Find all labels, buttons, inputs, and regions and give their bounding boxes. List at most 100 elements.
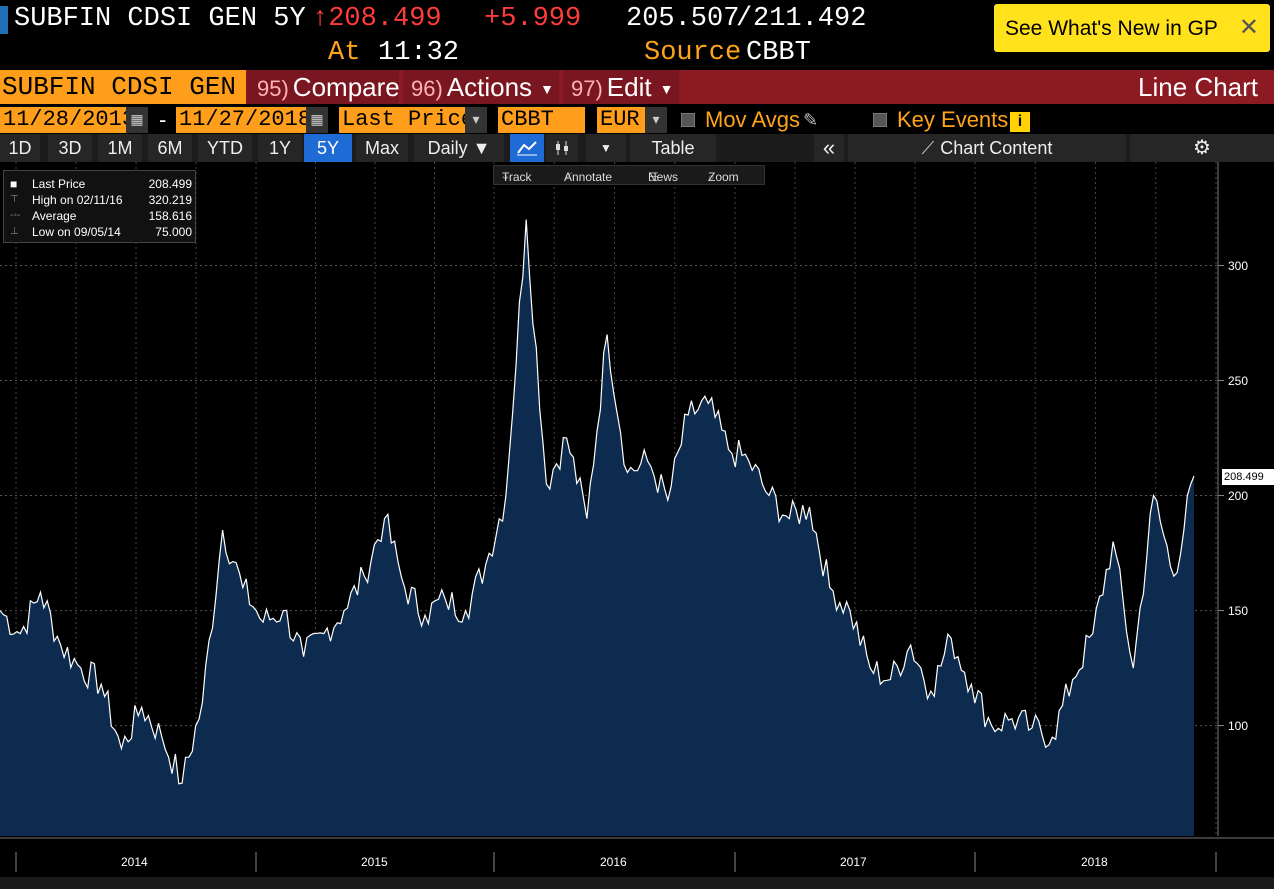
mov-avgs-label[interactable]: Mov Avgs [705,107,800,132]
annotate-label: Annotate [564,170,613,184]
whats-new-notice[interactable]: See What's New in GP ✕ [994,4,1270,52]
security-title-field[interactable]: SUBFIN CDSI GEN 5Y [0,70,246,104]
source-field[interactable]: CBBT [498,107,585,133]
y-tick-label: 300 [1228,259,1249,273]
data-point [302,655,305,658]
bottom-scroll-strip[interactable] [0,877,1274,889]
data-point [727,448,730,451]
data-point [140,706,143,709]
legend-low: ⊥ Low on 09/05/14 75.000 [4,224,197,240]
x-year-label: 2017 [840,855,867,869]
data-point [828,586,831,589]
line-chart-icon[interactable] [510,134,544,162]
whats-new-text[interactable]: See What's New in GP [1005,17,1218,40]
collapse-panel-icon[interactable]: « [814,134,844,162]
end-date-field[interactable]: 11/27/2018 ▦ [176,107,328,133]
quote-header: SUBFIN CDSI GEN 5Y ↑208.499 +5.999 205.5… [0,0,1274,70]
data-point [343,609,346,612]
data-point [707,402,710,405]
data-point [788,517,791,520]
candlestick-icon[interactable] [546,134,578,162]
legend-last-price: ■ Last Price 208.499 [4,176,197,192]
data-point [990,724,993,727]
data-point [1010,717,1013,720]
y-tick-label: 100 [1228,719,1249,733]
chart-style-dropdown-icon[interactable]: ▼ [586,134,626,162]
data-point [120,747,123,750]
data-point [1132,667,1135,670]
mov-avgs-checkbox[interactable] [681,113,695,127]
date-range-dash: - [159,107,167,132]
info-icon[interactable]: i [1010,112,1030,132]
time-label: At [328,38,361,68]
data-point [747,460,750,463]
field-select[interactable]: Last Price ▾ [339,107,487,133]
data-point [363,575,366,578]
news-label: News [648,170,679,184]
chart-legend: ■ Last Price 208.499 ⊤ High on 02/11/16 … [3,170,196,243]
timeframe-3d[interactable]: 3D [48,134,92,162]
data-point [201,701,204,704]
function-menu-bar: SUBFIN CDSI GEN 5Y 95)Compare 96)Actions… [0,70,1274,104]
series-square-icon: ■ [10,177,18,191]
legend-value: 75.000 [155,225,192,239]
table-button[interactable]: Table [630,134,716,162]
compare-button[interactable]: 95) Compare [247,70,400,104]
data-point [1051,736,1054,739]
bid-ask-separator: / [736,4,753,34]
data-point [970,683,973,686]
dropdown-arrow-icon[interactable]: ▾ [465,107,487,133]
start-date-field[interactable]: 11/28/2013 ▦ [0,107,148,133]
chart-content-button[interactable]: ⟋ Chart Content [848,134,1126,162]
key-events-label[interactable]: Key Events [897,107,1009,132]
news-icon: ☰ [648,170,659,184]
timeframe-max[interactable]: Max [356,134,408,162]
key-events-checkbox[interactable] [873,113,887,127]
close-icon[interactable]: ✕ [1238,14,1259,41]
x-year-label: 2016 [600,855,627,869]
timeframe-ytd[interactable]: YTD [198,134,252,162]
timeframe-1m[interactable]: 1M [98,134,142,162]
frequency-select[interactable]: Daily ▼ [414,134,504,162]
data-point [687,414,690,417]
timeframe-1y[interactable]: 1Y [258,134,302,162]
dropdown-arrow-icon[interactable]: ▾ [645,107,667,133]
compare-number: 95) [257,76,289,101]
data-point [504,494,507,497]
gear-icon[interactable]: ⚙ [1130,134,1274,162]
y-tick-label: 250 [1228,374,1249,388]
end-date-value: 11/27/2018 [179,107,312,132]
data-point [19,632,22,635]
data-point [585,517,588,520]
y-tick-label: 150 [1228,604,1249,618]
timeframe-5y[interactable]: 5Y [304,134,352,162]
pencil-icon[interactable]: ✎ [803,110,819,130]
data-point [565,437,568,440]
crosshair-icon: ⌖ [502,170,509,184]
actions-menu[interactable]: 96) Actions ▼ [403,70,559,104]
data-point [950,637,953,640]
average-marker-icon: -◦- [10,210,21,221]
currency-value: EUR [600,107,640,132]
currency-select[interactable]: EUR ▾ [597,107,667,133]
data-point [322,632,325,635]
data-point [626,471,629,474]
data-point [606,333,609,336]
last-price-tag: 208.499 [1222,469,1274,485]
timeframe-1d[interactable]: 1D [0,134,40,162]
calendar-icon[interactable]: ▦ [306,107,328,133]
data-point [1172,575,1175,578]
timeframe-6m[interactable]: 6M [148,134,192,162]
edit-menu[interactable]: 97) Edit ▼ [563,70,679,104]
chevron-down-icon: ▼ [540,81,554,98]
legend-high: ⊤ High on 02/11/16 320.219 [4,192,197,208]
calendar-icon[interactable]: ▦ [126,107,148,133]
start-date-value: 11/28/2013 [3,107,136,132]
legend-value: 208.499 [148,177,192,191]
ask-price: 211.492 [753,4,867,34]
low-marker-icon: ⊥ [10,226,19,237]
data-point [1071,678,1074,681]
y-tick-label: 200 [1228,489,1249,503]
bid-price: 205.507 [626,4,740,34]
